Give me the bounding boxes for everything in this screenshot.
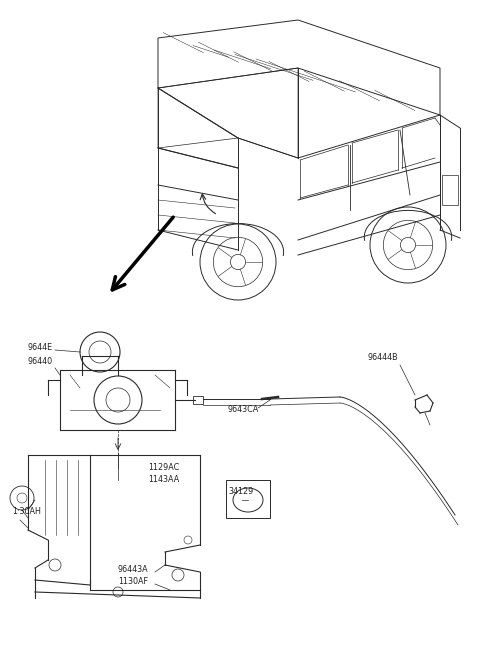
Bar [442,175,458,205]
Text: 96440: 96440 [28,357,53,367]
Bar [193,396,203,404]
Text: 9643CA: 9643CA [228,405,259,415]
Text: 96443A: 96443A [118,566,149,574]
Text: 34129: 34129 [228,487,253,497]
Text: 9644E: 9644E [28,344,53,353]
Text: 1143AA: 1143AA [148,476,179,484]
Text: 1·30AH: 1·30AH [12,507,41,516]
Text: 1129AC: 1129AC [148,463,179,472]
Text: 1130AF: 1130AF [118,578,148,587]
Bar [226,480,270,518]
Text: 96444B: 96444B [368,353,398,363]
